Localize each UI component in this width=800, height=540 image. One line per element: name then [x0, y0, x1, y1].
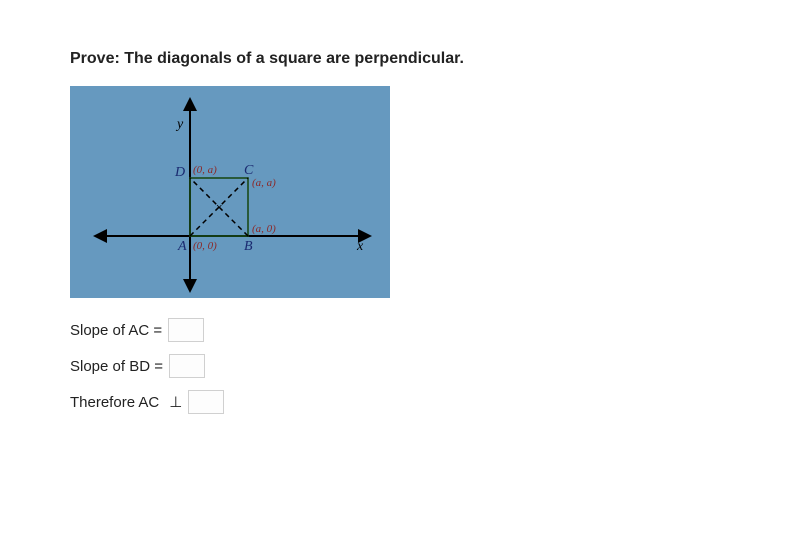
- y-axis-label: y: [175, 117, 184, 132]
- coord-c: (a, a): [252, 177, 276, 189]
- coord-d: (0, a): [193, 164, 217, 176]
- therefore-input[interactable]: [188, 390, 224, 414]
- coord-a: (0, 0): [193, 240, 217, 252]
- x-axis-label: x: [356, 239, 364, 254]
- geometry-figure: y x × D (0, a) C (a, a) B (a, 0) A (0, 0…: [70, 86, 390, 298]
- vertex-a: A: [177, 239, 187, 254]
- vertex-d: D: [174, 165, 185, 180]
- slope-bd-input[interactable]: [169, 354, 205, 378]
- slope-ac-label: Slope of AC =: [70, 322, 162, 339]
- intersection-mark: ×: [216, 202, 222, 214]
- slope-bd-label: Slope of BD =: [70, 358, 163, 375]
- vertex-c: C: [244, 163, 254, 178]
- therefore-label: Therefore AC: [70, 394, 159, 411]
- slope-bd-row: Slope of BD =: [70, 354, 730, 378]
- coord-b: (a, 0): [252, 223, 276, 235]
- answer-section: Slope of AC = Slope of BD = Therefore AC…: [70, 318, 730, 414]
- slope-ac-row: Slope of AC =: [70, 318, 730, 342]
- perp-symbol: ⊥: [169, 393, 182, 412]
- slope-ac-input[interactable]: [168, 318, 204, 342]
- page-title: Prove: The diagonals of a square are per…: [70, 50, 730, 68]
- therefore-row: Therefore AC ⊥: [70, 390, 730, 414]
- vertex-b: B: [244, 239, 253, 254]
